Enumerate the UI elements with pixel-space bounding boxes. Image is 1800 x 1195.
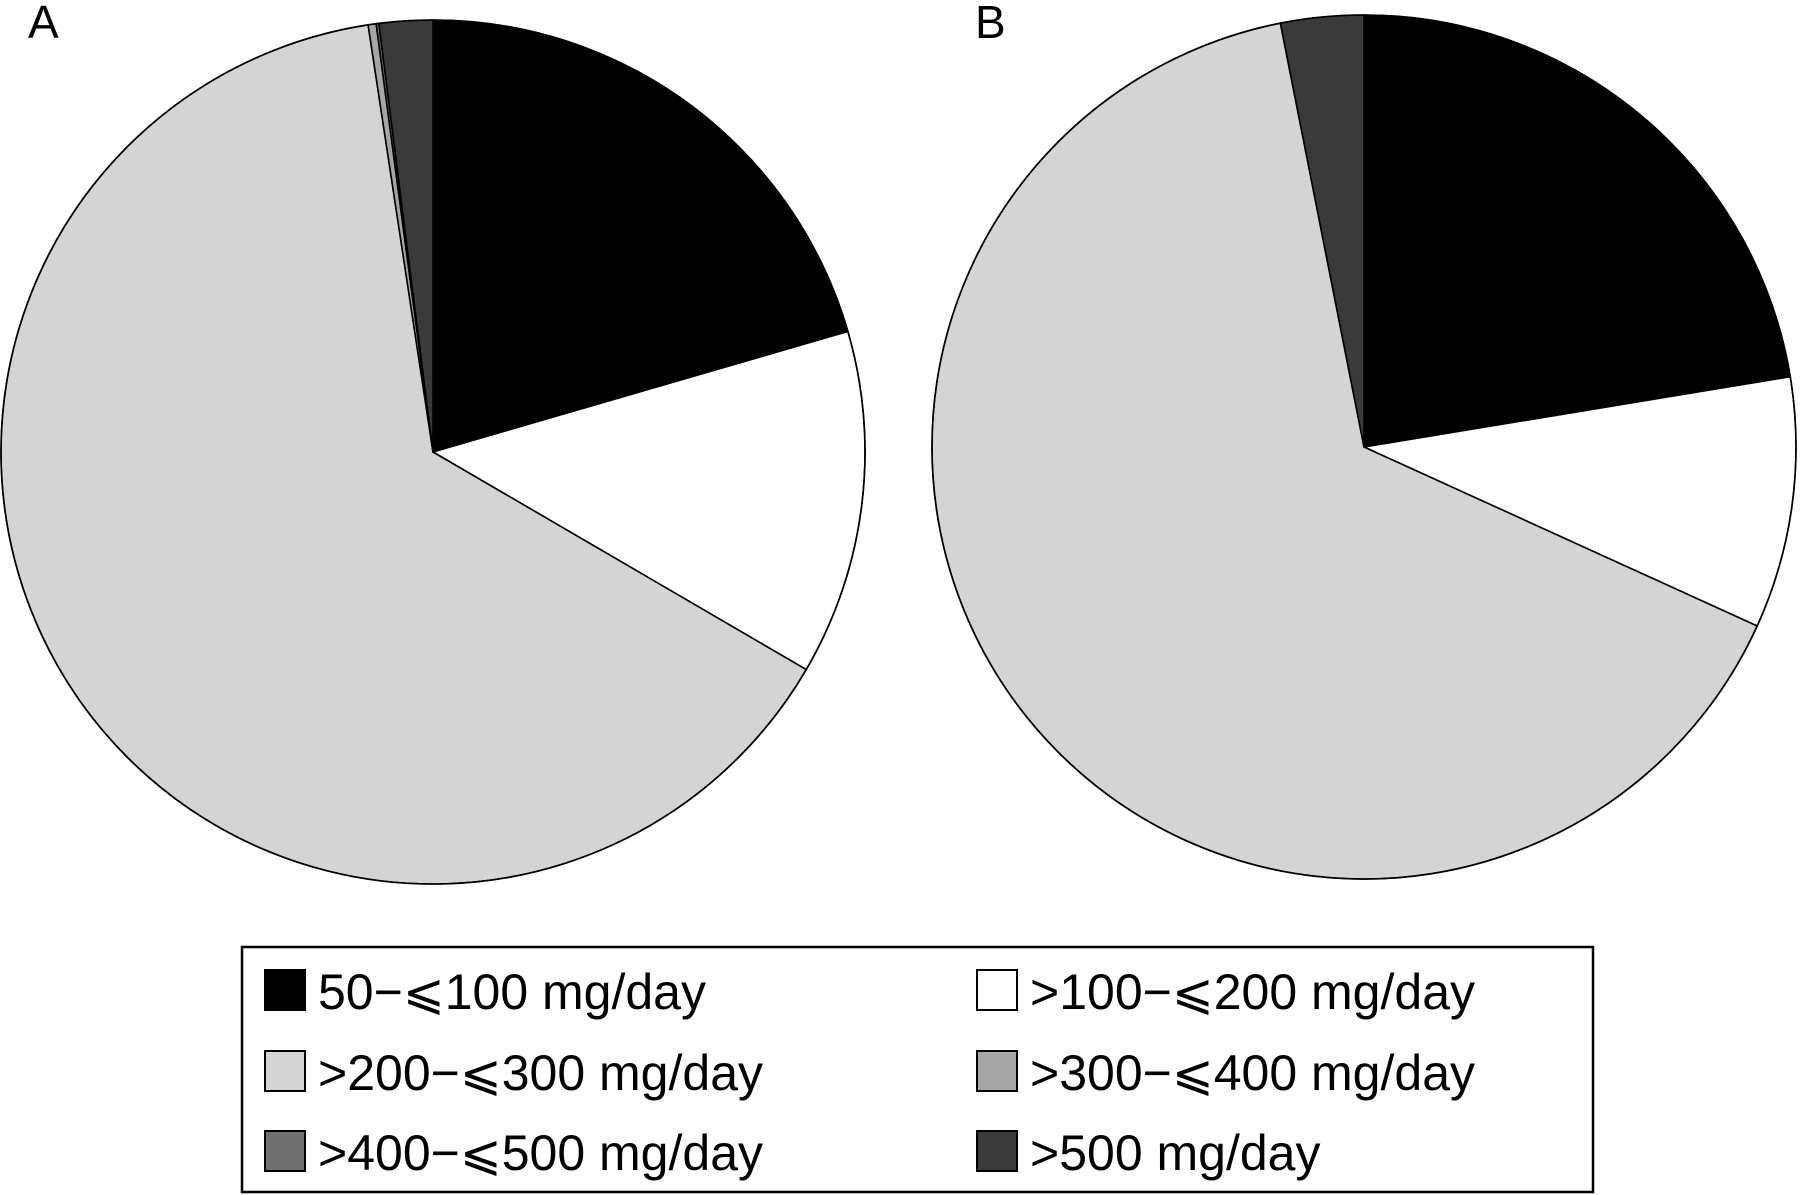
pie-outline-a	[0, 19, 866, 885]
legend-item-400-500: >400−⩽500 mg/day	[264, 1125, 763, 1181]
legend-item-500plus: >500 mg/day	[976, 1125, 1320, 1181]
pie-slices-a	[0, 19, 866, 885]
pie-panel-b: B	[931, 0, 1797, 880]
pie-panel-a: A	[0, 0, 866, 885]
legend-label-500plus: >500 mg/day	[1030, 1125, 1320, 1181]
legend-label-50-100: 50−⩽100 mg/day	[318, 964, 706, 1020]
legend-label-200-300: >200−⩽300 mg/day	[318, 1045, 763, 1101]
legend-swatch-400-500	[264, 1130, 306, 1172]
legend-swatch-200-300	[264, 1050, 306, 1092]
legend-item-100-200: >100−⩽200 mg/day	[976, 964, 1475, 1020]
legend-label-300-400: >300−⩽400 mg/day	[1030, 1045, 1475, 1101]
pie-outline-b	[931, 14, 1797, 880]
legend-box	[240, 945, 1595, 1194]
legend-item-50-100: 50−⩽100 mg/day	[264, 964, 706, 1020]
legend-swatch-500plus	[976, 1130, 1018, 1172]
legend-swatch-100-200	[976, 969, 1018, 1011]
legend-item-300-400: >300−⩽400 mg/day	[976, 1045, 1475, 1101]
legend: 50−⩽100 mg/day >100−⩽200 mg/day >200−⩽30…	[240, 945, 1595, 1194]
legend-swatch-300-400	[976, 1050, 1018, 1092]
legend-swatch-50-100	[264, 969, 306, 1011]
legend-label-100-200: >100−⩽200 mg/day	[1030, 964, 1475, 1020]
panel-label-b: B	[975, 0, 1006, 48]
legend-label-400-500: >400−⩽500 mg/day	[318, 1125, 763, 1181]
panel-label-a: A	[28, 0, 59, 48]
legend-item-200-300: >200−⩽300 mg/day	[264, 1045, 763, 1101]
pie-slice-b-50-100	[1363, 14, 1792, 448]
pie-slices-b	[931, 14, 1797, 880]
